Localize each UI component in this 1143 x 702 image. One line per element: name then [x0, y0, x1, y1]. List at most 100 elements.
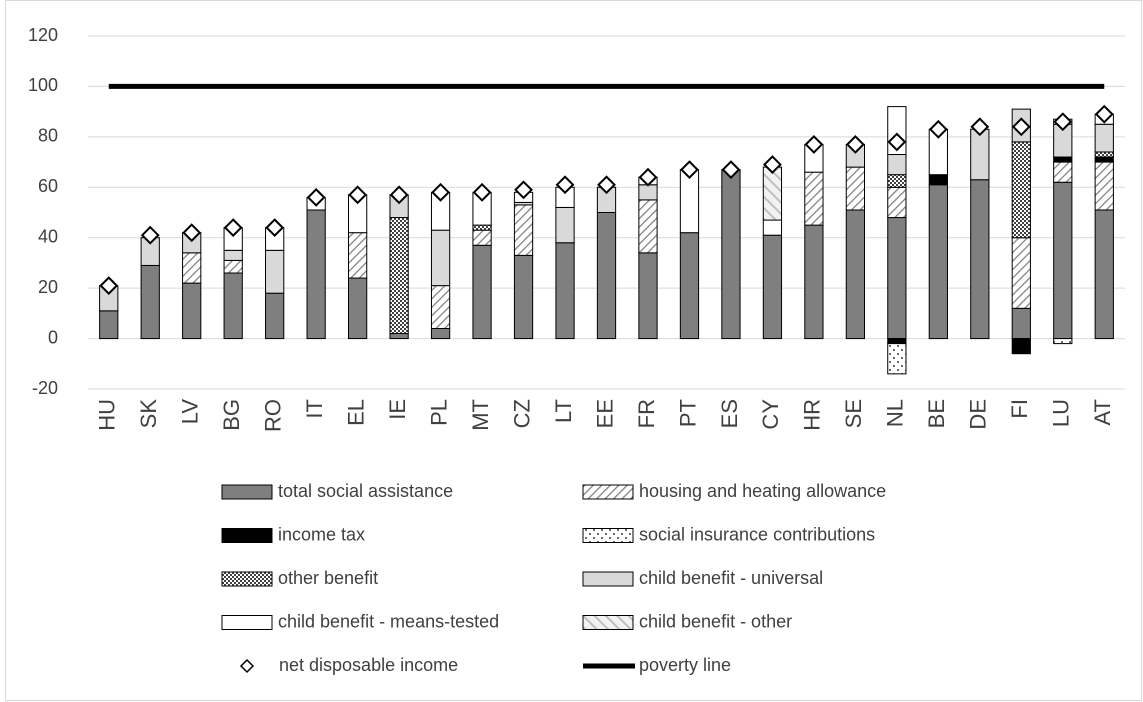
x-tick-label: MT	[468, 399, 493, 431]
bar-segment	[1094, 151, 1114, 158]
y-tick-label: 60	[38, 176, 58, 196]
diamond-marker	[265, 218, 285, 238]
x-tick-label: FI	[1007, 399, 1032, 419]
bar-segment	[679, 169, 700, 234]
legend-swatch	[221, 571, 273, 587]
x-tick-label: DE	[966, 399, 991, 430]
bar-segment	[887, 186, 907, 219]
bar-segment	[430, 229, 451, 287]
x-tick-label: EL	[343, 399, 368, 426]
legend-swatch	[221, 615, 273, 630]
bar-segment	[140, 264, 160, 340]
bar-segment	[1094, 209, 1114, 340]
bar-segment	[638, 252, 658, 340]
y-tick-label: 80	[38, 126, 58, 146]
diamond-marker	[431, 182, 450, 202]
legend-label: child benefit - means-tested	[278, 611, 499, 631]
diamond-marker	[845, 135, 865, 154]
diamond-marker	[887, 132, 907, 152]
y-tick-label: 0	[48, 327, 58, 347]
x-tick-label: BE	[924, 399, 949, 428]
bar-segment	[970, 128, 990, 181]
bar-segment	[887, 343, 907, 375]
bar-segment	[223, 259, 243, 274]
bar-segment	[472, 229, 492, 246]
legend-label: social insurance contributions	[639, 524, 875, 544]
x-tick-label: SE	[841, 399, 866, 428]
bar-segment	[762, 234, 783, 340]
x-tick-label: CZ	[509, 399, 534, 428]
diamond-marker	[970, 117, 990, 137]
bar-segment	[513, 254, 534, 340]
diamond-marker	[1011, 117, 1031, 137]
bar-segment	[721, 169, 741, 340]
bar-segment	[804, 171, 824, 226]
y-tick-label: -20	[32, 378, 58, 398]
bar-segment	[389, 333, 409, 340]
diamond-marker	[597, 175, 616, 195]
diamond-marker	[389, 185, 409, 205]
bar-segment	[1011, 307, 1031, 340]
bar-segment	[887, 217, 907, 340]
x-tick-label: RO	[260, 399, 285, 432]
bar-segment	[638, 199, 658, 254]
y-tick-label: 40	[38, 226, 58, 246]
legend-label: total social assistance	[278, 481, 453, 501]
bar-segment	[679, 232, 700, 340]
bar-segment	[1053, 156, 1073, 163]
x-tick-label: SK	[136, 399, 161, 429]
x-tick-label: PT	[675, 399, 700, 427]
bar-segment	[596, 212, 617, 340]
bar-segment	[1053, 161, 1073, 183]
bar-segment	[1053, 338, 1073, 345]
x-tick-label: HR	[800, 399, 825, 431]
x-tick-label: EE	[592, 399, 617, 428]
bar-segment	[555, 242, 575, 340]
bar-segment	[1011, 338, 1031, 355]
x-tick-label: BG	[219, 399, 244, 431]
x-tick-label: CY	[758, 399, 783, 430]
legend-swatch	[582, 571, 634, 587]
legend-swatch	[239, 658, 255, 674]
legend-label: housing and heating allowance	[639, 481, 886, 501]
diamond-marker	[306, 187, 326, 207]
x-tick-label: IT	[302, 399, 327, 419]
legend-label: child benefit - other	[639, 611, 792, 631]
diamond-marker	[638, 167, 658, 187]
diamond-marker	[928, 119, 948, 139]
bar-segment	[928, 174, 948, 186]
bar-segment	[472, 224, 492, 231]
x-tick-label: NL	[883, 399, 908, 427]
diamond-marker	[99, 276, 119, 296]
diamond-marker	[472, 182, 492, 202]
bar-segment	[928, 184, 948, 340]
bar-segment	[638, 184, 658, 201]
bar-segment	[762, 166, 783, 221]
bar-segment	[182, 282, 202, 340]
x-tick-label: LT	[551, 399, 576, 423]
legend-label: child benefit - universal	[639, 568, 823, 588]
x-tick-label: HU	[95, 399, 120, 431]
bar-segment	[513, 204, 534, 256]
diamond-marker	[721, 160, 741, 180]
bar-segment	[762, 219, 783, 236]
legend-label: income tax	[278, 524, 365, 544]
diamond-marker	[514, 180, 533, 200]
bar-segment	[1053, 181, 1073, 340]
bar-segment	[347, 232, 368, 279]
bar-segment	[804, 224, 824, 340]
diamond-marker	[763, 155, 782, 175]
legend-label: net disposable income	[279, 655, 458, 675]
x-tick-label: ES	[717, 399, 742, 428]
bar-segment	[223, 272, 243, 340]
legend-label: poverty line	[639, 655, 731, 675]
bar-segment	[430, 285, 451, 329]
x-tick-label: LV	[178, 399, 203, 425]
x-tick-label: LU	[1049, 399, 1074, 427]
bar-segment	[472, 244, 492, 340]
legend-swatch	[582, 528, 634, 543]
diamond-marker	[223, 218, 243, 238]
bar-segment	[887, 338, 907, 345]
diamond-marker	[1094, 104, 1114, 124]
